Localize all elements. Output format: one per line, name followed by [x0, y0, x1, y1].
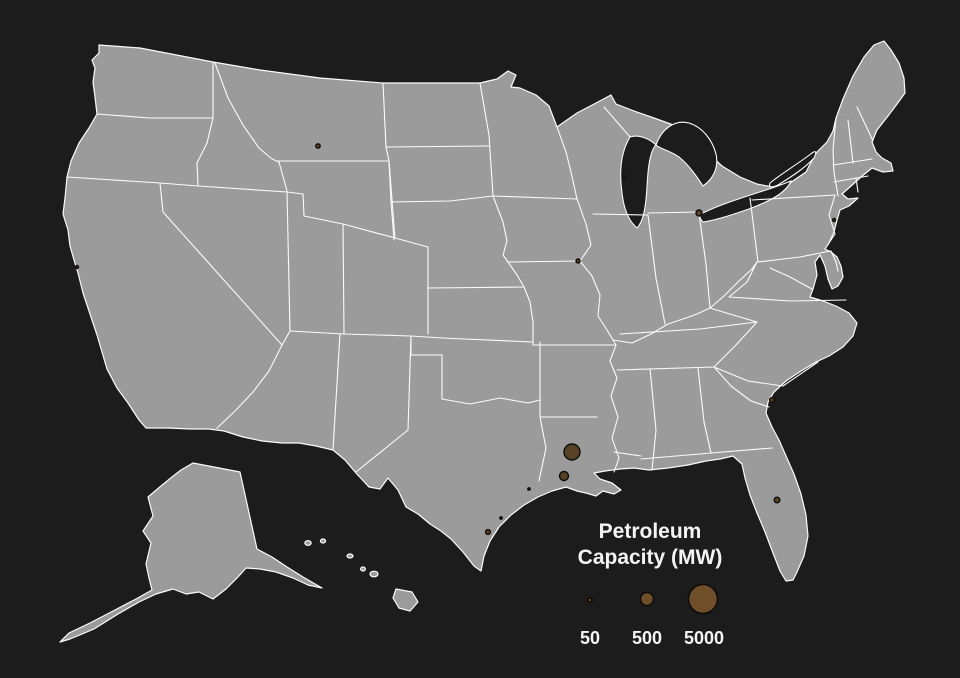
lake-ontario [768, 151, 817, 188]
capacity-bubble [563, 443, 581, 461]
legend-title-line1: Petroleum [599, 520, 702, 543]
capacity-bubble [527, 487, 531, 491]
legend: Petroleum Capacity (MW) 50 500 5000 [578, 520, 724, 648]
alaska-landmass [59, 462, 323, 643]
lake-huron [655, 121, 718, 187]
great-lakes [620, 121, 817, 229]
lake-michigan [620, 135, 657, 229]
hawaii-islands [304, 538, 419, 612]
lake-erie [699, 180, 792, 223]
legend-title-line2: Capacity (MW) [578, 546, 723, 569]
legend-bubble-50 [587, 597, 593, 603]
capacity-bubble [769, 397, 776, 404]
capacity-bubble [558, 470, 570, 482]
legend-bubble-500 [639, 591, 655, 607]
legend-label-50: 50 [580, 628, 600, 648]
legend-bubble-5000 [687, 583, 719, 615]
capacity-bubble [575, 258, 581, 264]
capacity-bubble [831, 217, 837, 223]
capacity-bubble [315, 143, 321, 149]
capacity-bubble [622, 175, 626, 179]
capacity-bubble [773, 496, 781, 504]
capacity-bubble [484, 528, 492, 536]
capacity-bubble [695, 209, 703, 217]
legend-label-500: 500 [632, 628, 662, 648]
capacity-bubble [74, 264, 80, 270]
legend-label-5000: 5000 [684, 628, 724, 648]
capacity-bubbles-layer [74, 143, 837, 536]
capacity-bubble [499, 516, 503, 520]
state-borders [66, 61, 874, 482]
